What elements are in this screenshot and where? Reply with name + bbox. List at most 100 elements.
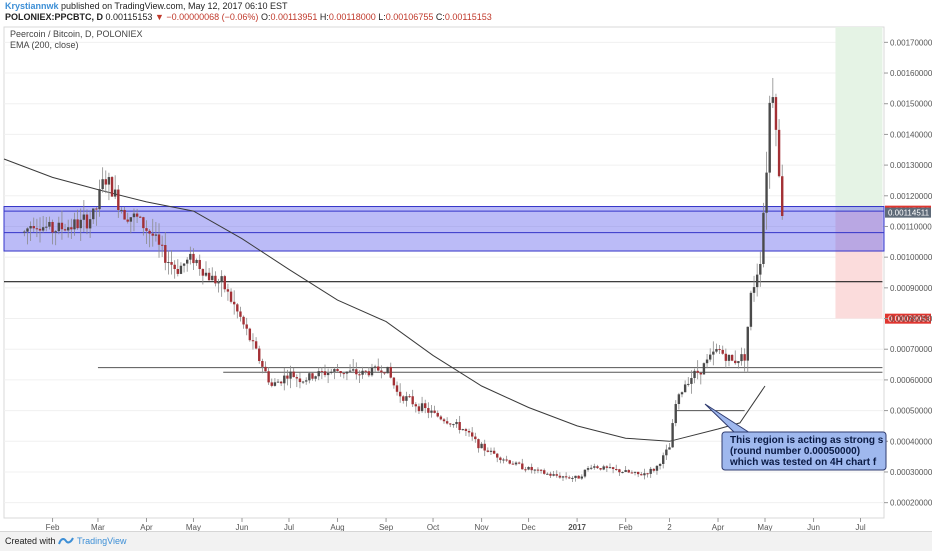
candle-down <box>214 275 217 284</box>
candle-down <box>110 177 114 197</box>
annotation-box <box>721 431 887 471</box>
x-tick-label: Jul <box>284 523 294 531</box>
candle-up <box>671 423 674 448</box>
tradingview-brand[interactable]: TradingView <box>77 536 127 546</box>
candle-up <box>211 275 214 281</box>
candle-down <box>436 412 439 417</box>
candle-up <box>154 234 158 236</box>
candle-up <box>693 370 696 379</box>
candle-up <box>705 359 709 364</box>
candle-down <box>176 269 180 274</box>
candle-down <box>605 466 609 468</box>
x-tick-label: Apr <box>140 523 153 531</box>
candle-down <box>164 245 167 263</box>
candle-down <box>142 217 145 229</box>
candle-down <box>558 475 562 478</box>
candle-up <box>405 396 408 401</box>
candle-down <box>474 436 477 440</box>
candle-down <box>721 349 724 354</box>
candle-down <box>298 378 302 383</box>
candle-up <box>687 383 690 385</box>
annotation-line-1: This region is acting as strong s <box>730 435 884 446</box>
open-value: 0.00113951 <box>270 12 318 22</box>
candle-up <box>41 227 45 231</box>
candle-up <box>283 375 286 384</box>
candle-down <box>467 430 471 433</box>
candle-down <box>364 370 367 372</box>
candle-up <box>195 259 198 264</box>
candle-up <box>674 404 677 424</box>
candle-down <box>492 450 496 454</box>
candle-down <box>311 373 314 379</box>
candle-up <box>621 472 624 474</box>
candle-up <box>217 282 220 284</box>
x-tick-label: 2017 <box>568 523 586 531</box>
candle-up <box>561 476 565 478</box>
candle-down <box>536 469 540 471</box>
y-tick-label: 0.00060000 <box>890 376 932 385</box>
y-tick-label: 0.00140000 <box>890 130 932 139</box>
candle-down <box>157 234 161 245</box>
candle-up <box>658 463 662 466</box>
candle-down <box>383 372 386 374</box>
candle-down <box>139 216 142 218</box>
candle-up <box>386 366 389 374</box>
y-tick-label: 0.00020000 <box>890 499 932 508</box>
candle-down <box>505 459 508 461</box>
candle-up <box>361 370 364 375</box>
candle-down <box>320 371 324 373</box>
levels-layer <box>4 281 883 412</box>
candle-down <box>652 468 656 471</box>
candle-down <box>630 472 634 474</box>
candle-down <box>568 477 571 479</box>
candle-up <box>345 371 349 374</box>
candle-down <box>774 97 778 130</box>
candle-down <box>596 466 599 469</box>
publish-info: published on TradingView.com, May 12, 20… <box>61 1 288 11</box>
candle-down <box>270 382 273 386</box>
y-tick-label: 0.00150000 <box>890 100 932 109</box>
candle-up <box>662 455 665 464</box>
x-tick-label: May <box>757 523 772 531</box>
candle-down <box>555 474 558 476</box>
candle-up <box>727 354 731 361</box>
author-name[interactable]: Krystiannwk <box>5 1 59 11</box>
candle-up <box>98 189 101 210</box>
y-tick-label: 0.00120000 <box>890 192 932 201</box>
candle-up <box>23 231 26 233</box>
candle-up <box>314 376 317 379</box>
candle-down <box>207 272 211 281</box>
candle-down <box>242 316 245 325</box>
candle-down <box>615 469 618 471</box>
y-tick-label: 0.00050000 <box>890 407 932 416</box>
candle-down <box>433 410 436 413</box>
candle-up <box>167 262 170 264</box>
candle-up <box>179 265 183 274</box>
annotation-callout[interactable]: This region is acting as strong s (round… <box>704 403 887 471</box>
x-tick-label: Sep <box>379 523 394 531</box>
y-tick-label: 0.00110000 <box>890 222 932 231</box>
candle-down <box>355 369 358 375</box>
candle-down <box>577 475 580 479</box>
axes-layer: 0.00170000 0.00160000 0.00150000 0.00140000… <box>46 38 932 531</box>
candle-up <box>305 380 308 382</box>
candle-up <box>220 276 223 283</box>
candle-up <box>643 473 646 476</box>
candle-up <box>768 102 771 173</box>
candle-up <box>502 459 505 461</box>
stop-price-label-bg <box>885 313 931 324</box>
candle-down <box>145 228 148 231</box>
candle-up <box>289 371 292 379</box>
candle-up <box>132 213 136 218</box>
candle-up <box>107 177 111 185</box>
candle-up <box>755 274 759 288</box>
high-label: H: <box>319 12 329 22</box>
candle-up <box>580 476 583 479</box>
candle-down <box>530 466 533 471</box>
x-tick-label: Dec <box>521 523 535 531</box>
x-tick-label: May <box>186 523 201 531</box>
candle-down <box>549 473 552 476</box>
candle-up <box>586 468 590 470</box>
